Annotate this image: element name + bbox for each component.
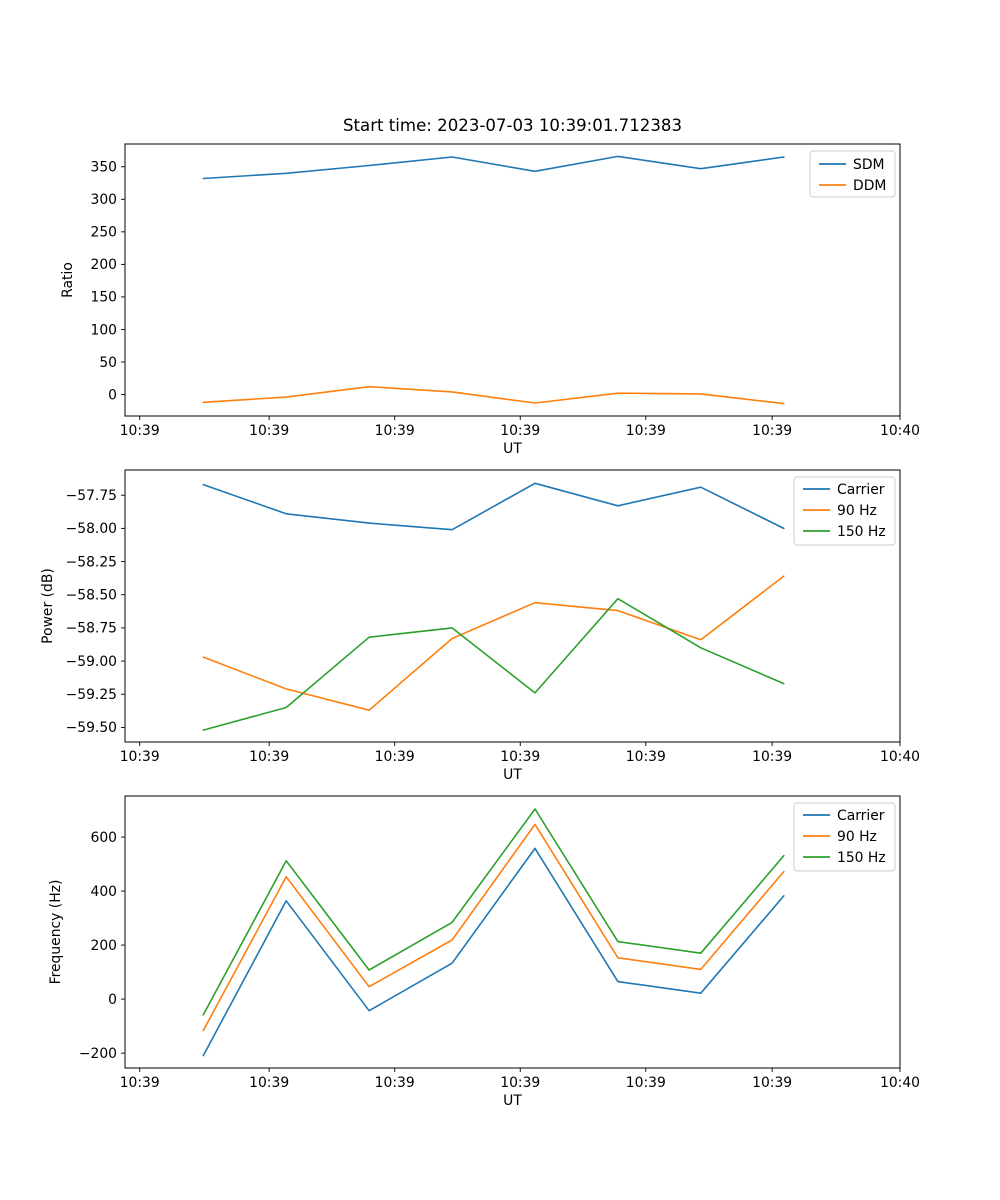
y-tick-label: 350 [90,160,117,176]
x-axis-label-ratio: UT [503,441,522,457]
legend: SDM DDM [809,150,896,198]
legend-label: Carrier [837,482,885,498]
series-line-90-hz [202,575,785,712]
series-line-ddm [202,385,785,405]
legend-label: DDM [853,178,886,194]
x-tick-label: 10:39 [375,1075,415,1091]
y-tick-label: 0 [108,992,117,1008]
x-tick-label: 10:39 [500,1075,540,1091]
x-tick-label: 10:39 [500,749,540,765]
y-tick-label: −58.75 [66,621,117,637]
y-tick-label: −58.25 [66,554,117,570]
y-tick-label: 0 [108,387,117,403]
legend-label: 90 Hz [837,829,877,845]
y-axis-label-frequency: Frequency (Hz) [48,880,64,985]
x-tick-label: 10:39 [249,423,289,439]
y-tick-label: 200 [90,257,117,273]
y-tick-label: −57.75 [66,488,117,504]
series-line-carrier [202,482,785,531]
series-line-carrier [202,847,785,1057]
y-tick-label: −59.25 [66,687,117,703]
series-line-sdm [202,155,785,180]
chart-title: Start time: 2023-07-03 10:39:01.712383 [343,116,682,135]
y-tick-label: −200 [79,1046,117,1062]
x-tick-label: 10:39 [500,423,540,439]
legend-label: 90 Hz [837,503,877,519]
x-tick-label: 10:39 [249,749,289,765]
x-tick-label: 10:39 [752,1075,792,1091]
x-tick-label: 10:39 [626,423,666,439]
power-plot: −59.50 −59.25 −59.00 −58.75 −58.50 −58.25 −58.… [66,469,920,765]
x-axis-label-frequency: UT [503,1093,522,1109]
x-tick-label: 10:39 [120,423,160,439]
legend-box [793,476,896,546]
axes-box [124,469,901,743]
series-line-150-hz [202,597,785,731]
legend: Carrier 90 Hz 150 Hz [793,802,896,872]
legend-label: 150 Hz [837,524,886,540]
x-tick-label: 10:39 [120,1075,160,1091]
x-tick-label: 10:39 [752,423,792,439]
y-tick-label: −58.00 [66,521,117,537]
legend-label: SDM [853,157,885,173]
y-tick-label: 50 [99,355,117,371]
y-tick-label: −59.00 [66,654,117,670]
axes-box [124,143,901,417]
y-tick-label: 100 [90,322,117,338]
series-line-90-hz [202,823,785,1032]
legend-label: 150 Hz [837,850,886,866]
x-tick-label: 10:40 [880,423,920,439]
ratio-plot: 0 50 100 150 200 250 300 350 10:39 10:39 10:39 10:3… [90,143,920,439]
frequency-plot: −200 0 200 400 600 10:39 10:39 10:39 10:39 10:39 1… [79,795,920,1091]
axes-box [124,795,901,1069]
series-line-150-hz [202,808,785,1016]
y-tick-label: 400 [90,884,117,900]
y-tick-label: 300 [90,192,117,208]
y-tick-label: 250 [90,225,117,241]
y-axis-label-power: Power (dB) [40,568,56,644]
y-tick-label: −59.50 [66,720,117,736]
y-tick-label: 200 [90,938,117,954]
x-tick-label: 10:39 [249,1075,289,1091]
x-tick-label: 10:40 [880,749,920,765]
y-tick-label: 600 [90,830,117,846]
y-tick-label: 150 [90,290,117,306]
x-tick-label: 10:39 [375,423,415,439]
x-tick-label: 10:39 [626,1075,666,1091]
x-tick-label: 10:39 [626,749,666,765]
x-tick-label: 10:39 [120,749,160,765]
y-tick-label: −58.50 [66,588,117,604]
x-axis-label-power: UT [503,767,522,783]
legend: Carrier 90 Hz 150 Hz [793,476,896,546]
x-tick-label: 10:39 [752,749,792,765]
legend-box [793,802,896,872]
x-tick-label: 10:39 [375,749,415,765]
y-axis-label-ratio: Ratio [60,262,76,298]
x-tick-label: 10:40 [880,1075,920,1091]
legend-label: Carrier [837,808,885,824]
